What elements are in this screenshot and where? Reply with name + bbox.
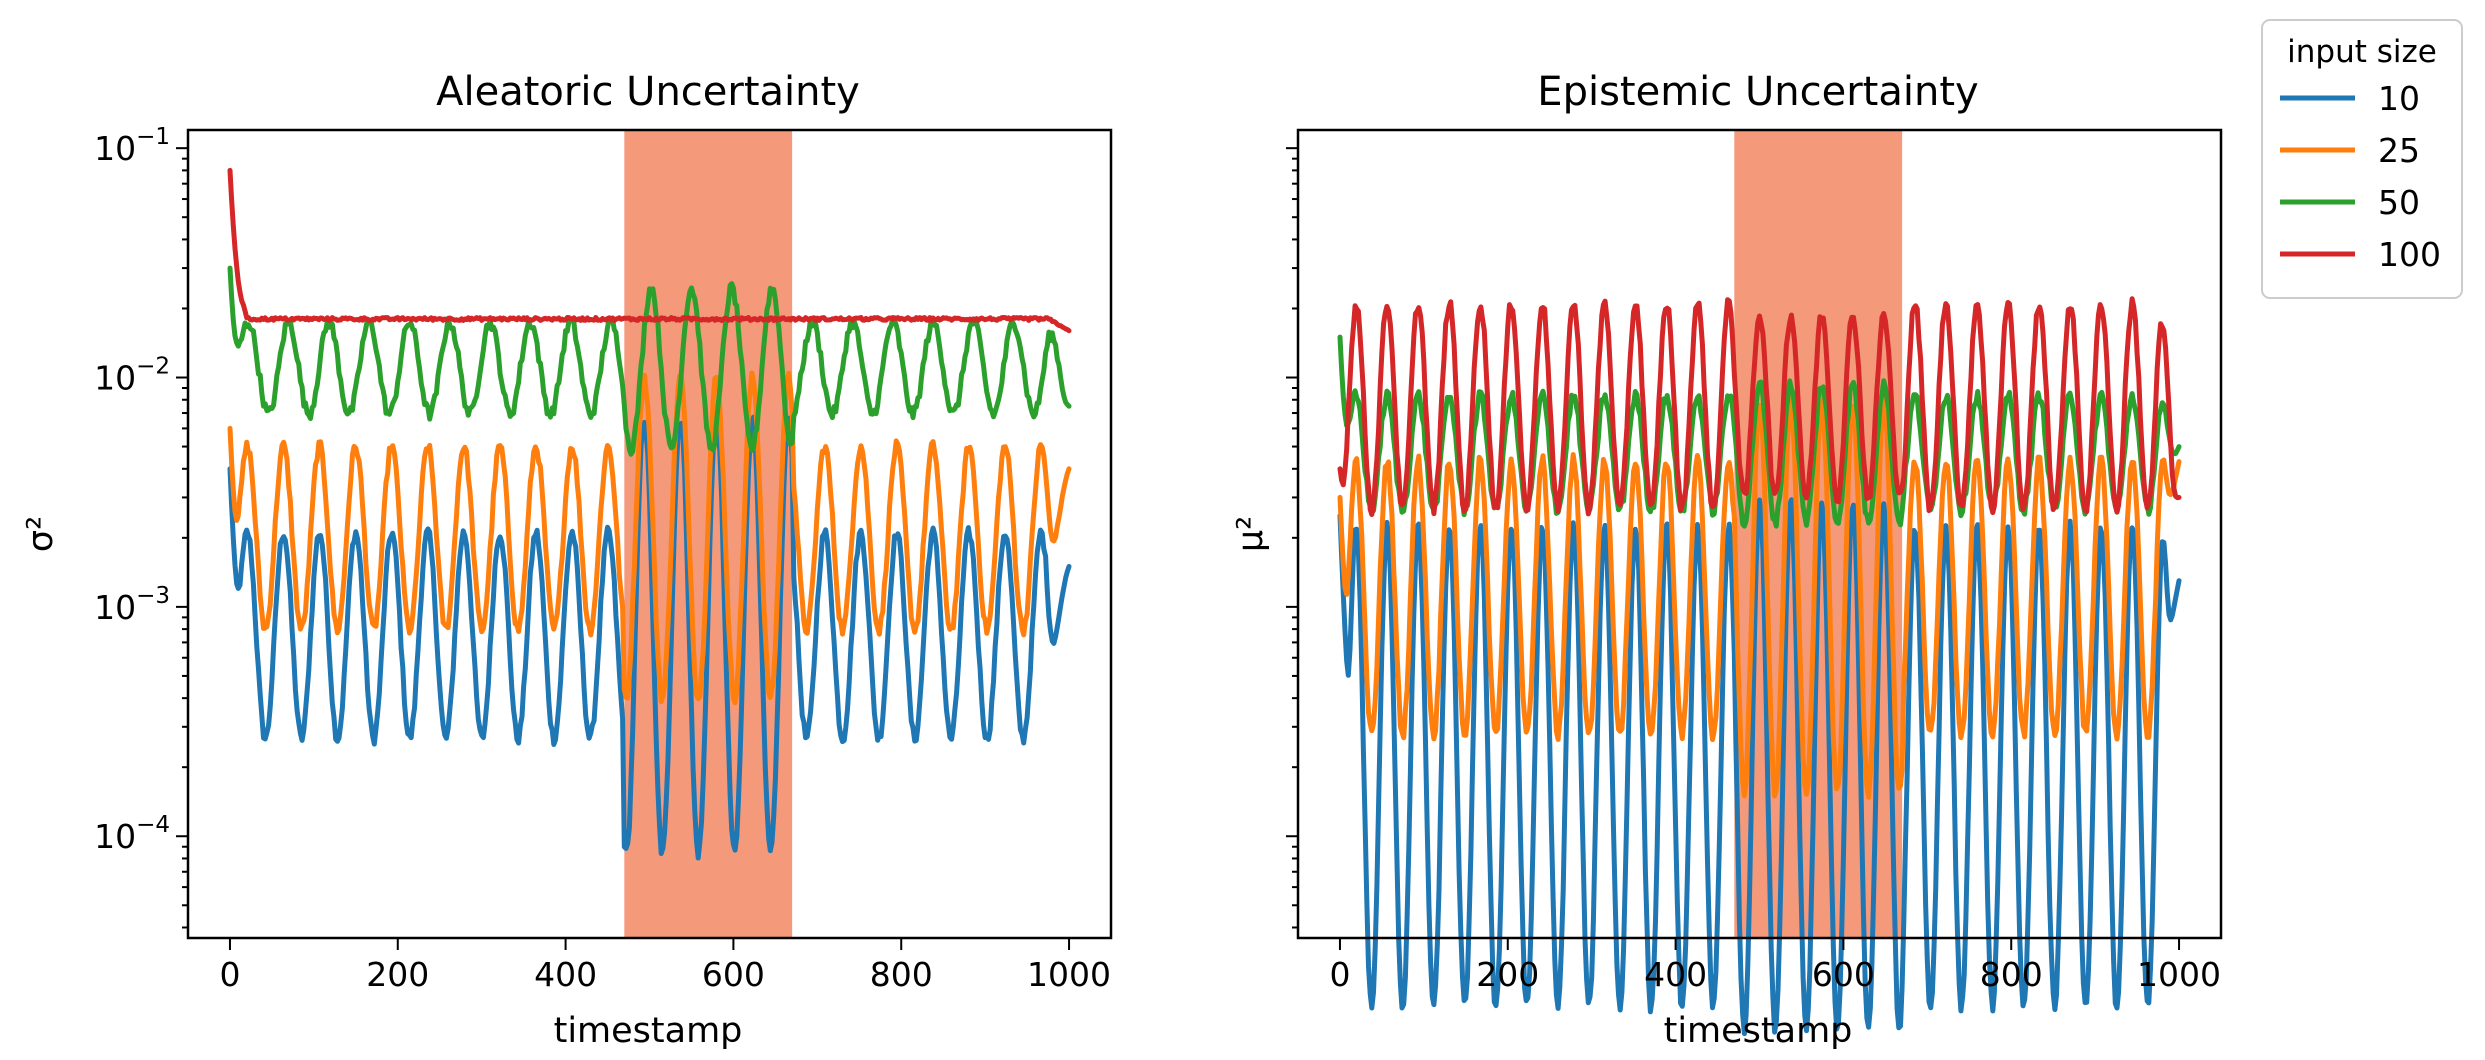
x-tick-label: 400	[534, 955, 597, 994]
x-tick-label: 1000	[2137, 955, 2221, 994]
plot-frame	[1296, 128, 2223, 940]
plot-frame	[186, 128, 1113, 940]
x-axis: 0 200 400 600 800 1000	[1329, 938, 2221, 994]
x-axis-label: timestamp	[554, 1011, 743, 1051]
x-tick-label: 600	[702, 955, 765, 994]
x-tick-label: 600	[1812, 955, 1875, 994]
legend-title: input size	[2287, 34, 2437, 70]
legend-label-50: 50	[2378, 183, 2420, 222]
legend-entries: 10 25 50 100	[2280, 79, 2441, 274]
y-tick-label: 10−2	[94, 354, 170, 398]
y-tick-label: 10−1	[94, 124, 170, 168]
series-line-25	[1337, 394, 2182, 800]
x-tick-label: 400	[1644, 955, 1707, 994]
chart-title: Aleatoric Uncertainty	[436, 69, 860, 115]
y-tick-label: 10−4	[94, 812, 170, 856]
series-group	[1337, 296, 2182, 1037]
y-tick-label: 10−3	[94, 583, 170, 627]
y-axis-label: μ²	[1231, 516, 1271, 552]
x-tick-label: 0	[219, 955, 240, 994]
x-tick-label: 200	[366, 955, 429, 994]
x-tick-label: 800	[870, 955, 933, 994]
legend: input size 10 25 50 100	[2261, 19, 2463, 299]
series-group	[227, 167, 1072, 861]
series-line-100	[227, 167, 1072, 334]
chart-epistemic: Epistemic Uncertainty 0 200 400 600 800 1000 …	[1231, 69, 2223, 1051]
y-axis: 10−1 10−2 10−3 10−4	[94, 124, 188, 929]
legend-box	[2261, 19, 2463, 299]
series-line-50	[1337, 334, 2182, 529]
series-line-25	[227, 370, 1072, 706]
x-tick-label: 800	[1980, 955, 2043, 994]
chart-aleatoric: Aleatoric Uncertainty 0 200 400 600 800 1000 …	[21, 69, 1113, 1051]
x-axis-label: timestamp	[1664, 1011, 1853, 1051]
x-tick-label: 1000	[1027, 955, 1111, 994]
legend-label-25: 25	[2378, 131, 2420, 170]
x-tick-label: 200	[1476, 955, 1539, 994]
legend-label-10: 10	[2378, 79, 2420, 118]
legend-label-100: 100	[2378, 235, 2441, 274]
series-line-10	[1337, 497, 2182, 1037]
y-axis	[1286, 147, 1298, 929]
series-line-100	[1337, 296, 2182, 517]
x-tick-label: 0	[1329, 955, 1350, 994]
chart-title: Epistemic Uncertainty	[1537, 69, 1978, 115]
x-axis: 0 200 400 600 800 1000	[219, 938, 1111, 994]
y-axis-label: σ²	[21, 516, 61, 552]
